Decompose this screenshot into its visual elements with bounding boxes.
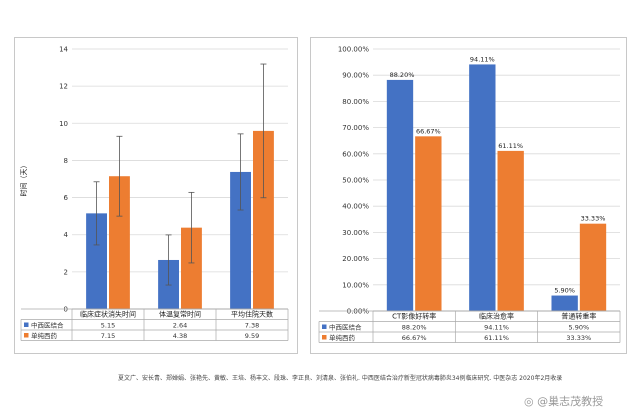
table-cell: 7.15 bbox=[101, 332, 115, 340]
bar bbox=[109, 176, 130, 309]
citation-text: 夏文广、安长青、郑婵娟、张艳先、黄敏、王培、杨丰文、段珠、李正良、刘清泉、张伯礼… bbox=[118, 375, 563, 382]
bar bbox=[181, 227, 202, 309]
table-cell: 5.15 bbox=[101, 321, 115, 329]
y-tick-label: 50.00% bbox=[342, 177, 369, 185]
y-tick-label: 90.00% bbox=[342, 72, 369, 80]
legend-swatch bbox=[322, 335, 327, 340]
y-tick-label: 40.00% bbox=[342, 203, 369, 211]
y-tick-label: 12 bbox=[59, 83, 68, 91]
bar bbox=[469, 64, 496, 312]
table-cell: 94.11% bbox=[484, 323, 509, 331]
legend-swatch bbox=[24, 333, 29, 338]
table-cell: 9.59 bbox=[245, 332, 259, 340]
table-cell: 2.64 bbox=[173, 321, 187, 329]
left-bar-chart: 时间（天） 0 2 4 6 8 10 12 14 临床症状消失时间 体温复常时间 平均住院天数中西医结… bbox=[19, 46, 289, 341]
legend-label: 单纯西药 bbox=[329, 333, 356, 342]
bar bbox=[230, 171, 251, 309]
legend-label: 中西医结合 bbox=[329, 322, 362, 331]
bar bbox=[551, 295, 578, 311]
right-chart-panel: 0.00% 10.00% 20.00% 30.00% 40.00% 50.00% 60.00… bbox=[310, 37, 627, 354]
category-label: CT影像好转率 bbox=[392, 312, 436, 321]
y-tick-label: 0.00% bbox=[347, 308, 370, 316]
category-label: 普通转重率 bbox=[561, 312, 596, 321]
category-label: 体温复常时间 bbox=[159, 310, 201, 319]
y-tick-label: 6 bbox=[64, 194, 69, 202]
bar bbox=[579, 223, 607, 311]
y-axis-label: 时间（天） bbox=[19, 162, 28, 197]
y-tick-label: 80.00% bbox=[342, 98, 369, 106]
y-tick-label: 8 bbox=[64, 157, 68, 165]
y-tick-label: 70.00% bbox=[342, 124, 369, 132]
table-cell: 4.38 bbox=[173, 332, 187, 340]
y-tick-label: 0 bbox=[64, 306, 68, 314]
y-tick-label: 2 bbox=[64, 268, 68, 276]
y-tick-label: 100.00% bbox=[338, 46, 369, 54]
y-tick-label: 30.00% bbox=[342, 229, 369, 237]
y-tick-label: 10 bbox=[59, 120, 68, 128]
y-tick-label: 60.00% bbox=[342, 150, 369, 158]
bar bbox=[386, 79, 414, 311]
category-label: 临床治愈率 bbox=[479, 312, 514, 321]
table-cell: 7.38 bbox=[245, 321, 259, 329]
table-cell: 5.90% bbox=[569, 323, 590, 331]
data-label: 5.90% bbox=[554, 287, 575, 295]
data-label: 66.67% bbox=[416, 127, 441, 135]
legend-label: 中西医结合 bbox=[31, 320, 64, 329]
table-cell: 66.67% bbox=[402, 334, 427, 342]
watermark: ◎ @巢志茂教授 bbox=[524, 395, 604, 408]
data-label: 61.11% bbox=[498, 142, 523, 150]
data-label: 88.20% bbox=[390, 71, 415, 79]
right-bar-chart: 0.00% 10.00% 20.00% 30.00% 40.00% 50.00% 60.00… bbox=[318, 46, 621, 343]
y-tick-label: 10.00% bbox=[342, 281, 369, 289]
table-cell: 61.11% bbox=[484, 334, 509, 342]
category-label: 临床症状消失时间 bbox=[80, 310, 136, 319]
table-cell: 88.20% bbox=[402, 323, 427, 331]
bar bbox=[497, 150, 524, 311]
category-label: 平均住院天数 bbox=[231, 310, 273, 319]
left-chart-panel: 时间（天） 0 2 4 6 8 10 12 14 临床症状消失时间 体温复常时间 平均住院天数中西医结… bbox=[14, 37, 298, 354]
legend-swatch bbox=[24, 322, 29, 327]
legend-swatch bbox=[322, 324, 327, 329]
y-tick-label: 4 bbox=[64, 231, 69, 239]
bar bbox=[253, 130, 274, 309]
y-tick-label: 14 bbox=[59, 46, 68, 54]
data-label: 94.11% bbox=[470, 55, 495, 63]
data-label: 33.33% bbox=[581, 215, 606, 223]
table-cell: 33.33% bbox=[566, 334, 591, 342]
bar bbox=[415, 136, 442, 311]
legend-label: 单纯西药 bbox=[31, 331, 58, 340]
y-tick-label: 20.00% bbox=[342, 255, 369, 263]
bar bbox=[86, 213, 107, 309]
